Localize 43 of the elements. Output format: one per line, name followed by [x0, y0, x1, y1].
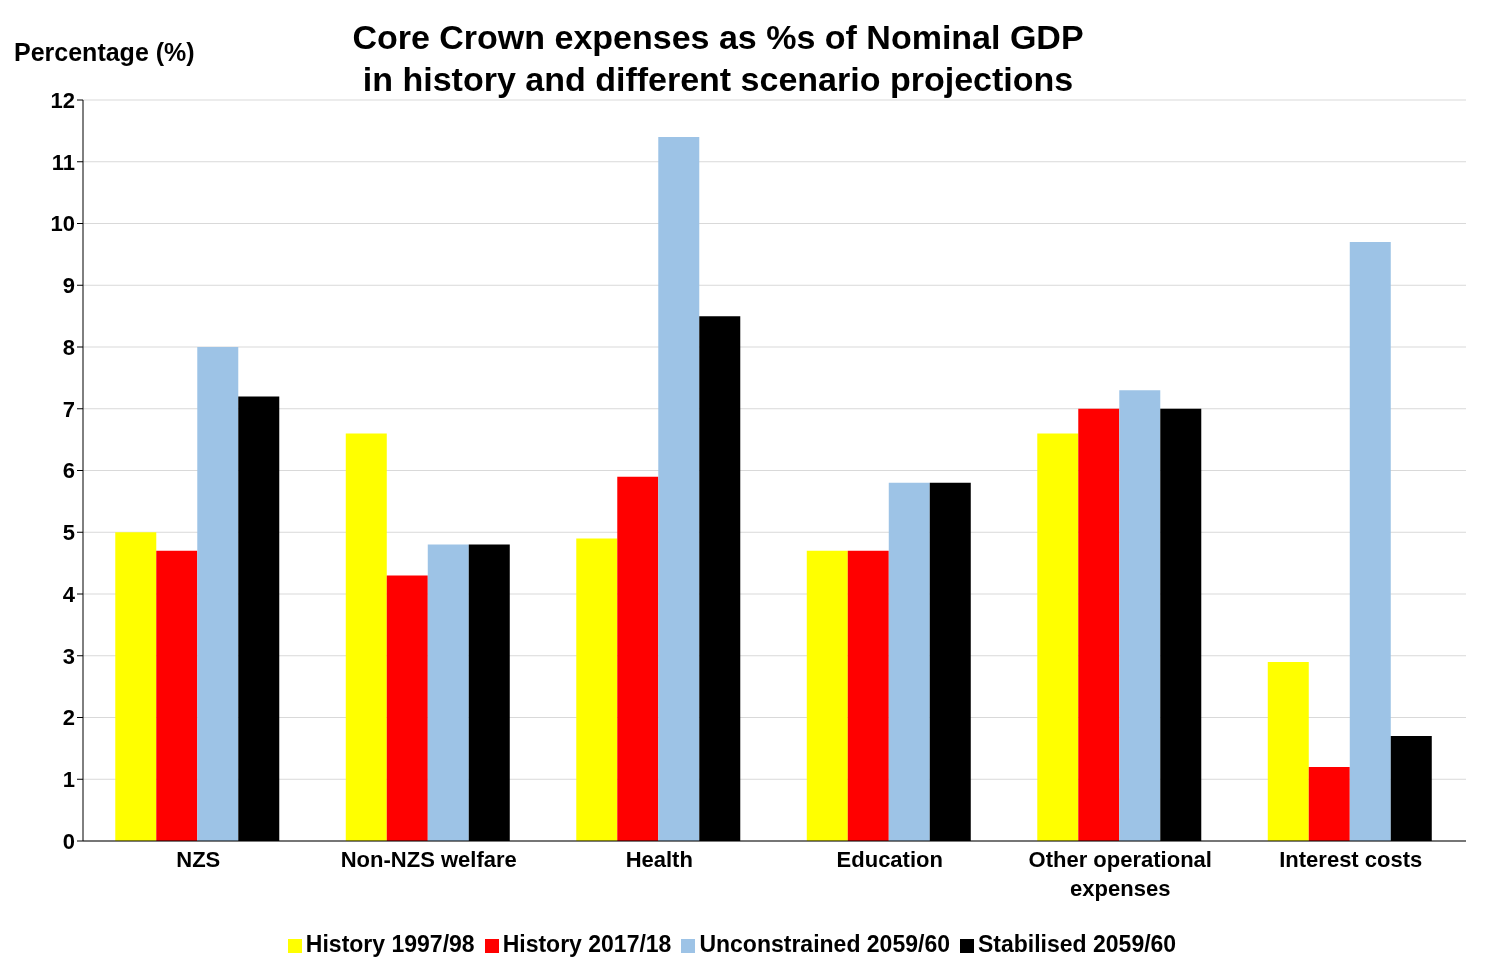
bar [386, 575, 428, 841]
bar [576, 538, 618, 841]
bar [345, 433, 387, 841]
bar [847, 550, 889, 841]
legend-label: Stabilised 2059/60 [977, 931, 1177, 957]
bar [1267, 661, 1309, 841]
y-tick-label: 1 [62, 767, 75, 793]
y-tick-label: 11 [51, 149, 75, 175]
bar [156, 550, 198, 841]
y-tick-label: 10 [50, 211, 75, 237]
x-tick-label: Interest costs [1279, 847, 1423, 872]
bar [1308, 766, 1350, 841]
y-tick-label: 2 [62, 705, 75, 731]
y-axis-title: Percentage (%) [14, 38, 195, 67]
x-tick-label: Non-NZS welfare [340, 847, 517, 872]
y-tick-label: 6 [62, 458, 75, 484]
bar [1037, 433, 1079, 841]
legend-label: History 2017/18 [502, 931, 672, 957]
bar [427, 544, 469, 841]
y-tick-label: 8 [62, 334, 75, 360]
y-tick-label: 7 [62, 396, 75, 422]
bar [617, 476, 659, 841]
bar [1349, 242, 1391, 841]
x-tick-label: NZS [176, 847, 221, 872]
legend-label: Unconstrained 2059/60 [699, 931, 950, 957]
y-tick-label: 4 [62, 581, 76, 607]
bar [888, 482, 930, 841]
y-tick-label: 9 [62, 273, 75, 299]
x-tick-label: Education [836, 847, 943, 872]
x-tick-label: Other operational expenses [1028, 847, 1212, 901]
y-tick-label: 12 [50, 87, 75, 113]
bar [806, 550, 848, 841]
bar [658, 137, 700, 841]
y-tick-label: 5 [62, 520, 75, 546]
bar [1119, 390, 1161, 841]
bar [1078, 408, 1120, 841]
bar [115, 532, 157, 841]
y-tick-label: 0 [62, 828, 75, 854]
legend-label: History 1997/98 [305, 931, 475, 957]
bar [197, 347, 239, 841]
x-tick-label: Health [625, 847, 693, 872]
chart-title: Core Crown expenses as %s of Nominal GDP in history and different scenario projections [352, 18, 1084, 98]
y-tick-label: 3 [62, 643, 75, 669]
